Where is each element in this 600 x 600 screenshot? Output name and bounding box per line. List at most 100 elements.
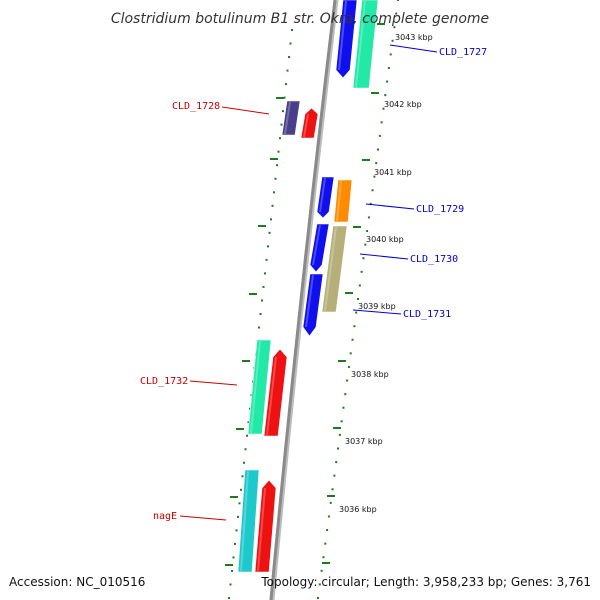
ruler-tick xyxy=(333,427,341,429)
feature-cld-1728-a[interactable] xyxy=(281,100,301,136)
track-dot xyxy=(320,569,323,572)
track-dot xyxy=(232,556,235,559)
feature-cld-1728-b[interactable] xyxy=(300,107,319,139)
gene-label-cld-1729[interactable]: CLD_1729 xyxy=(416,204,464,215)
track-dot xyxy=(378,134,381,137)
ruler-tick xyxy=(270,158,278,160)
gene-label-cld-1732[interactable]: CLD_1732 xyxy=(140,376,188,387)
feature-cld-1727-b[interactable] xyxy=(352,0,379,89)
feature-cld-1732-b[interactable] xyxy=(263,348,288,437)
feature-highlight xyxy=(338,1,347,70)
track-dot xyxy=(375,162,378,165)
gene-label-cld-1730[interactable]: CLD_1730 xyxy=(410,254,458,265)
feature-nage-b[interactable] xyxy=(254,479,277,573)
track-dot xyxy=(371,189,374,192)
feature-cld-1731-b[interactable] xyxy=(321,225,348,313)
ruler-label: 3042 kbp xyxy=(384,100,422,109)
track-dot xyxy=(357,298,359,300)
feature-cld-1731-a[interactable] xyxy=(302,273,324,337)
track-dot xyxy=(280,123,283,126)
track-dot xyxy=(235,529,238,532)
feature-highlight xyxy=(240,471,249,571)
ruler-tick xyxy=(276,97,284,99)
track-dot xyxy=(349,352,352,355)
ruler-tick xyxy=(353,226,361,228)
track-dot xyxy=(389,53,392,56)
track-dot xyxy=(274,177,277,180)
feature-cld-1727-a[interactable] xyxy=(335,0,358,79)
track-dot xyxy=(380,121,383,124)
map-title: Clostridium botulinum B1 str. Okra, comp… xyxy=(111,11,489,27)
track-dot xyxy=(231,569,233,572)
track-dot xyxy=(326,529,329,532)
callout-cld-1731 xyxy=(352,309,402,315)
track-dot xyxy=(249,407,251,410)
track-dot xyxy=(229,583,232,586)
accession-text: Accession: NC_010516 xyxy=(9,575,145,589)
track-dot xyxy=(377,148,379,151)
gene-label-cld-1728[interactable]: CLD_1728 xyxy=(172,101,220,112)
ruler-label: 3041 kbp xyxy=(374,168,412,177)
ruler-tick xyxy=(371,92,379,94)
feature-highlight xyxy=(355,1,366,87)
track-dot xyxy=(337,447,339,450)
gene-label-cld-1727[interactable]: CLD_1727 xyxy=(439,47,487,58)
track-dot xyxy=(273,191,275,194)
ruler-label: 3037 kbp xyxy=(345,437,383,446)
track-dot xyxy=(291,29,293,31)
track-dot xyxy=(262,285,265,288)
callout-cld-1727 xyxy=(389,44,438,53)
track-dot xyxy=(317,597,319,599)
ruler-tick xyxy=(338,360,346,362)
track-dot xyxy=(268,231,271,234)
feature-highlight xyxy=(303,114,309,137)
gene-label-cld-1731[interactable]: CLD_1731 xyxy=(403,309,451,320)
track-dot xyxy=(364,243,367,246)
genome-summary-text: Topology: circular; Length: 3,958,233 bp… xyxy=(260,575,591,589)
ruler-label: 3039 kbp xyxy=(358,302,396,311)
feature-nage-a[interactable] xyxy=(237,469,260,573)
track-dot xyxy=(259,313,262,315)
callout-cld-1728 xyxy=(221,106,270,115)
track-dot xyxy=(277,150,280,153)
track-dot xyxy=(358,284,361,287)
feature-highlight xyxy=(319,178,326,212)
track-dot xyxy=(391,39,394,42)
gene-label-nage[interactable]: nagE xyxy=(153,511,177,522)
feature-highlight xyxy=(250,341,261,433)
feature-cld-1729-b[interactable] xyxy=(333,179,353,223)
track-dot xyxy=(237,515,239,518)
track-dot xyxy=(395,12,398,15)
track-dot xyxy=(353,325,356,328)
track-dot xyxy=(331,488,334,491)
track-dot xyxy=(327,515,330,518)
track-dot xyxy=(397,0,399,1)
track-dot xyxy=(362,257,365,260)
ruler-tick xyxy=(258,225,266,227)
track-dot xyxy=(238,502,241,505)
ruler-tick xyxy=(242,360,250,362)
track-dot xyxy=(285,83,287,86)
track-dot xyxy=(247,421,250,424)
track-dot xyxy=(333,474,336,477)
callout-cld-1729 xyxy=(365,203,415,210)
track-dot xyxy=(338,433,341,436)
track-dot xyxy=(243,461,245,464)
ruler-tick xyxy=(345,292,353,294)
track-dot xyxy=(347,365,350,368)
feature-cld-1732-a[interactable] xyxy=(247,339,272,435)
feature-cld-1730-a[interactable] xyxy=(309,223,330,273)
ruler-tick xyxy=(327,495,335,497)
feature-highlight xyxy=(305,275,314,327)
track-dot xyxy=(271,204,274,207)
feature-cld-1729-a[interactable] xyxy=(316,176,335,219)
ruler-tick xyxy=(322,562,330,564)
track-dot xyxy=(265,258,268,261)
track-dot xyxy=(318,583,321,586)
track-dot xyxy=(387,66,390,69)
ruler-tick xyxy=(225,564,233,566)
feature-highlight xyxy=(324,227,337,311)
ruler-tick xyxy=(362,159,370,161)
track-dot xyxy=(228,597,230,599)
